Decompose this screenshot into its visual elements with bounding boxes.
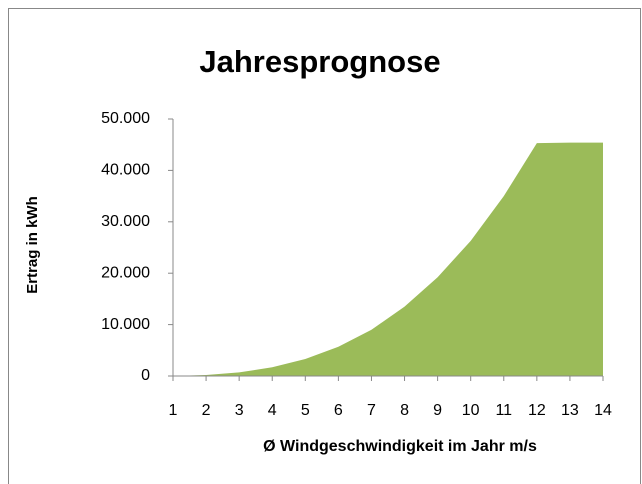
x-tick-label: 12 bbox=[528, 402, 546, 419]
y-tick-label: 20.000 bbox=[101, 264, 150, 281]
chart-title: Jahresprognose bbox=[199, 44, 440, 79]
x-axis-label: Ø Windgeschwindigkeit im Jahr m/s bbox=[263, 438, 537, 455]
y-tick-label: 30.000 bbox=[101, 213, 150, 230]
y-axis-label: Ertrag in kWh bbox=[24, 196, 41, 294]
x-tick-label: 11 bbox=[495, 402, 512, 419]
x-tick-label: 2 bbox=[202, 402, 211, 419]
y-tick-label: 0 bbox=[141, 367, 150, 384]
x-tick-label: 14 bbox=[594, 402, 612, 419]
x-tick-label: 1 bbox=[169, 402, 178, 419]
x-tick-label: 5 bbox=[301, 402, 310, 419]
x-tick-label: 8 bbox=[400, 402, 409, 419]
x-tick-label: 13 bbox=[561, 402, 579, 419]
y-tick-label: 40.000 bbox=[101, 162, 150, 179]
x-tick-label: 9 bbox=[433, 402, 442, 419]
x-tick-label: 7 bbox=[367, 402, 376, 419]
x-tick-label: 4 bbox=[268, 402, 277, 419]
x-tick-label: 10 bbox=[462, 402, 480, 419]
area bbox=[173, 142, 603, 376]
y-tick-label: 50.000 bbox=[101, 110, 150, 127]
x-tick-label: 3 bbox=[235, 402, 244, 419]
x-tick-label: 6 bbox=[334, 402, 343, 419]
y-tick-label: 10.000 bbox=[101, 316, 150, 333]
